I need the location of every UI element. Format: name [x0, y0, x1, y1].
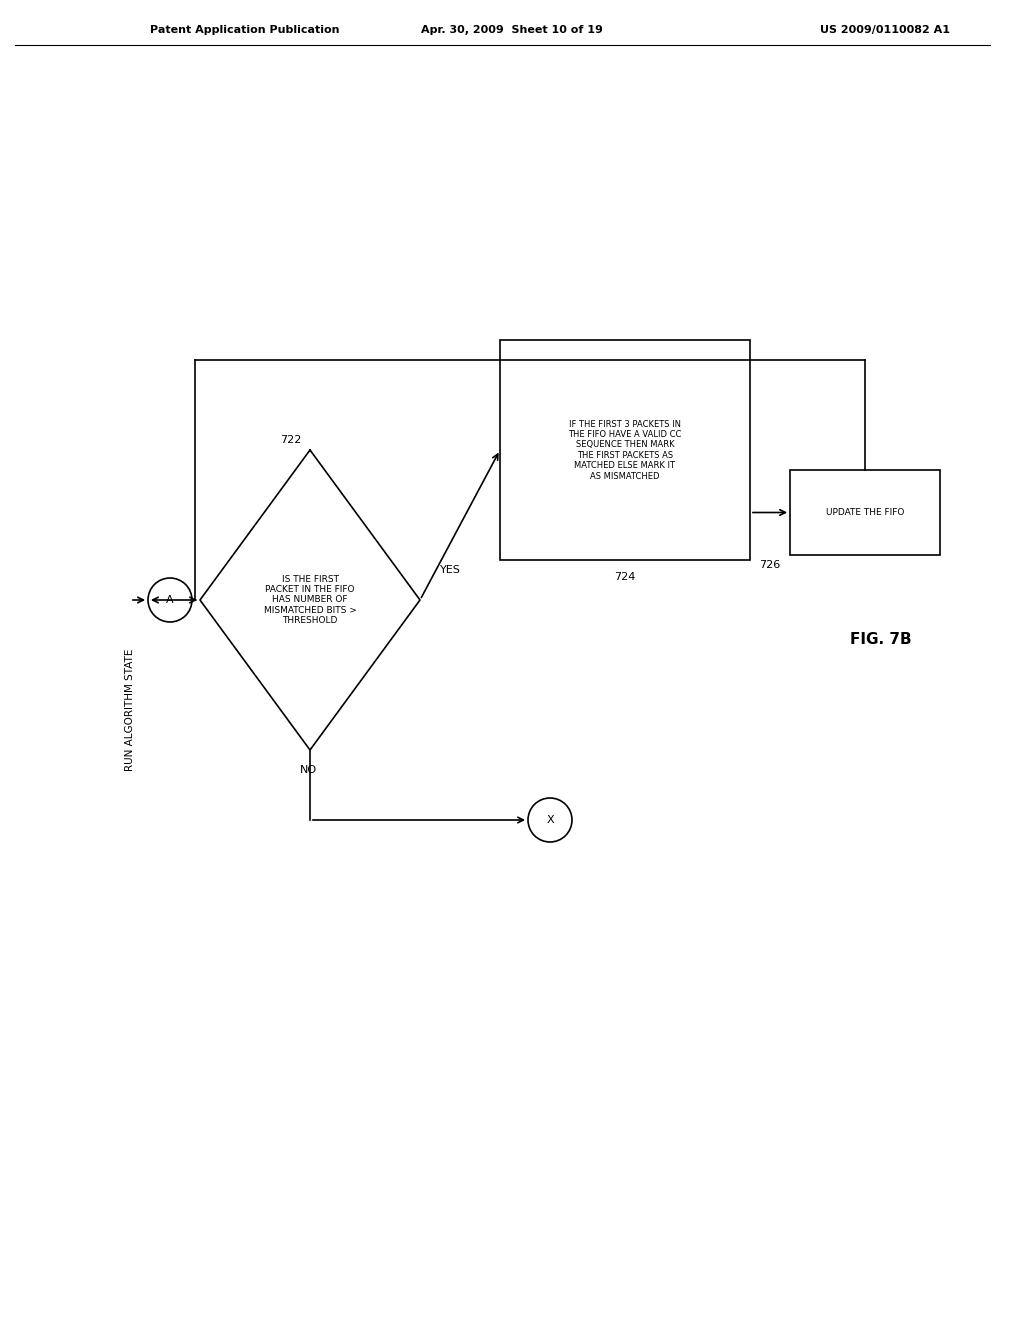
FancyBboxPatch shape: [500, 341, 750, 560]
Text: IF THE FIRST 3 PACKETS IN
THE FIFO HAVE A VALID CC
SEQUENCE THEN MARK
THE FIRST : IF THE FIRST 3 PACKETS IN THE FIFO HAVE …: [568, 420, 682, 480]
Text: US 2009/0110082 A1: US 2009/0110082 A1: [820, 25, 950, 36]
Text: 726: 726: [759, 560, 780, 570]
Text: UPDATE THE FIFO: UPDATE THE FIFO: [825, 508, 904, 517]
Text: IS THE FIRST
PACKET IN THE FIFO
HAS NUMBER OF
MISMATCHED BITS >
THRESHOLD: IS THE FIRST PACKET IN THE FIFO HAS NUMB…: [263, 574, 356, 626]
Text: YES: YES: [440, 565, 461, 576]
Text: NO: NO: [300, 766, 317, 775]
Text: Apr. 30, 2009  Sheet 10 of 19: Apr. 30, 2009 Sheet 10 of 19: [421, 25, 603, 36]
Text: 722: 722: [280, 436, 301, 445]
Text: 724: 724: [614, 572, 636, 582]
Text: A: A: [166, 595, 174, 605]
FancyBboxPatch shape: [790, 470, 940, 554]
Text: RUN ALGORITHM STATE: RUN ALGORITHM STATE: [125, 649, 135, 771]
Text: X: X: [546, 814, 554, 825]
Text: Patent Application Publication: Patent Application Publication: [150, 25, 340, 36]
Text: FIG. 7B: FIG. 7B: [850, 632, 911, 648]
